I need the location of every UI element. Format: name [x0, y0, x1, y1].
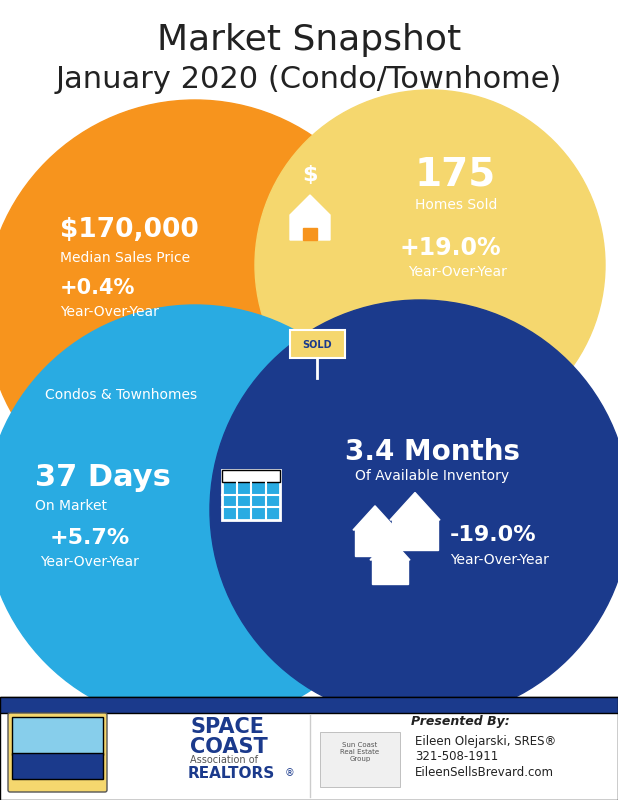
Text: Of Available Inventory: Of Available Inventory: [355, 469, 509, 483]
Text: +5.7%: +5.7%: [50, 528, 130, 548]
Text: 321-508-1911: 321-508-1911: [415, 750, 498, 763]
Text: SOLD: SOLD: [302, 340, 332, 350]
Text: Presented By:: Presented By:: [410, 714, 509, 727]
FancyBboxPatch shape: [320, 732, 400, 787]
Polygon shape: [390, 493, 440, 520]
FancyBboxPatch shape: [290, 330, 345, 358]
Text: -19.0%: -19.0%: [450, 525, 536, 545]
Text: Year-Over-Year: Year-Over-Year: [60, 305, 159, 319]
Text: REALTORS: REALTORS: [188, 766, 275, 781]
Text: $170,000: $170,000: [60, 217, 199, 243]
Text: 3.4 Months: 3.4 Months: [345, 438, 520, 466]
Text: Year-Over-Year: Year-Over-Year: [408, 265, 507, 279]
FancyBboxPatch shape: [8, 713, 107, 792]
Circle shape: [0, 100, 405, 520]
Circle shape: [255, 90, 605, 440]
Text: SPACE: SPACE: [190, 717, 264, 737]
Circle shape: [0, 305, 405, 725]
Text: 37 Days: 37 Days: [35, 463, 171, 493]
FancyBboxPatch shape: [0, 697, 618, 713]
Polygon shape: [303, 228, 317, 240]
Polygon shape: [355, 530, 395, 557]
Polygon shape: [290, 195, 330, 240]
Text: ®: ®: [285, 768, 295, 778]
Text: $: $: [302, 165, 318, 185]
Polygon shape: [372, 560, 408, 584]
Text: EileenSellsBrevard.com: EileenSellsBrevard.com: [415, 766, 554, 779]
Text: COAST: COAST: [190, 737, 268, 757]
Text: January 2020 (Condo/Townhome): January 2020 (Condo/Townhome): [56, 66, 562, 94]
Polygon shape: [392, 520, 438, 550]
FancyBboxPatch shape: [12, 717, 103, 754]
FancyBboxPatch shape: [222, 470, 280, 482]
Polygon shape: [370, 538, 410, 560]
Text: Homes Sold: Homes Sold: [415, 198, 497, 212]
Text: Year-Over-Year: Year-Over-Year: [40, 555, 139, 569]
Text: Association of: Association of: [190, 755, 258, 765]
FancyBboxPatch shape: [222, 470, 280, 520]
Text: Market Snapshot: Market Snapshot: [157, 23, 461, 57]
Text: +19.0%: +19.0%: [400, 236, 502, 260]
Polygon shape: [353, 506, 397, 530]
Text: Year-Over-Year: Year-Over-Year: [450, 553, 549, 567]
Text: Median Sales Price: Median Sales Price: [60, 251, 190, 265]
Text: On Market: On Market: [35, 499, 107, 513]
Text: Condos & Townhomes: Condos & Townhomes: [45, 388, 197, 402]
Text: 175: 175: [415, 156, 496, 194]
FancyBboxPatch shape: [12, 753, 103, 778]
Text: +0.4%: +0.4%: [60, 278, 135, 298]
Text: Sun Coast
Real Estate
Group: Sun Coast Real Estate Group: [341, 742, 379, 762]
Circle shape: [210, 300, 618, 720]
Text: Eileen Olejarski, SRES®: Eileen Olejarski, SRES®: [415, 734, 556, 747]
FancyBboxPatch shape: [0, 697, 618, 800]
